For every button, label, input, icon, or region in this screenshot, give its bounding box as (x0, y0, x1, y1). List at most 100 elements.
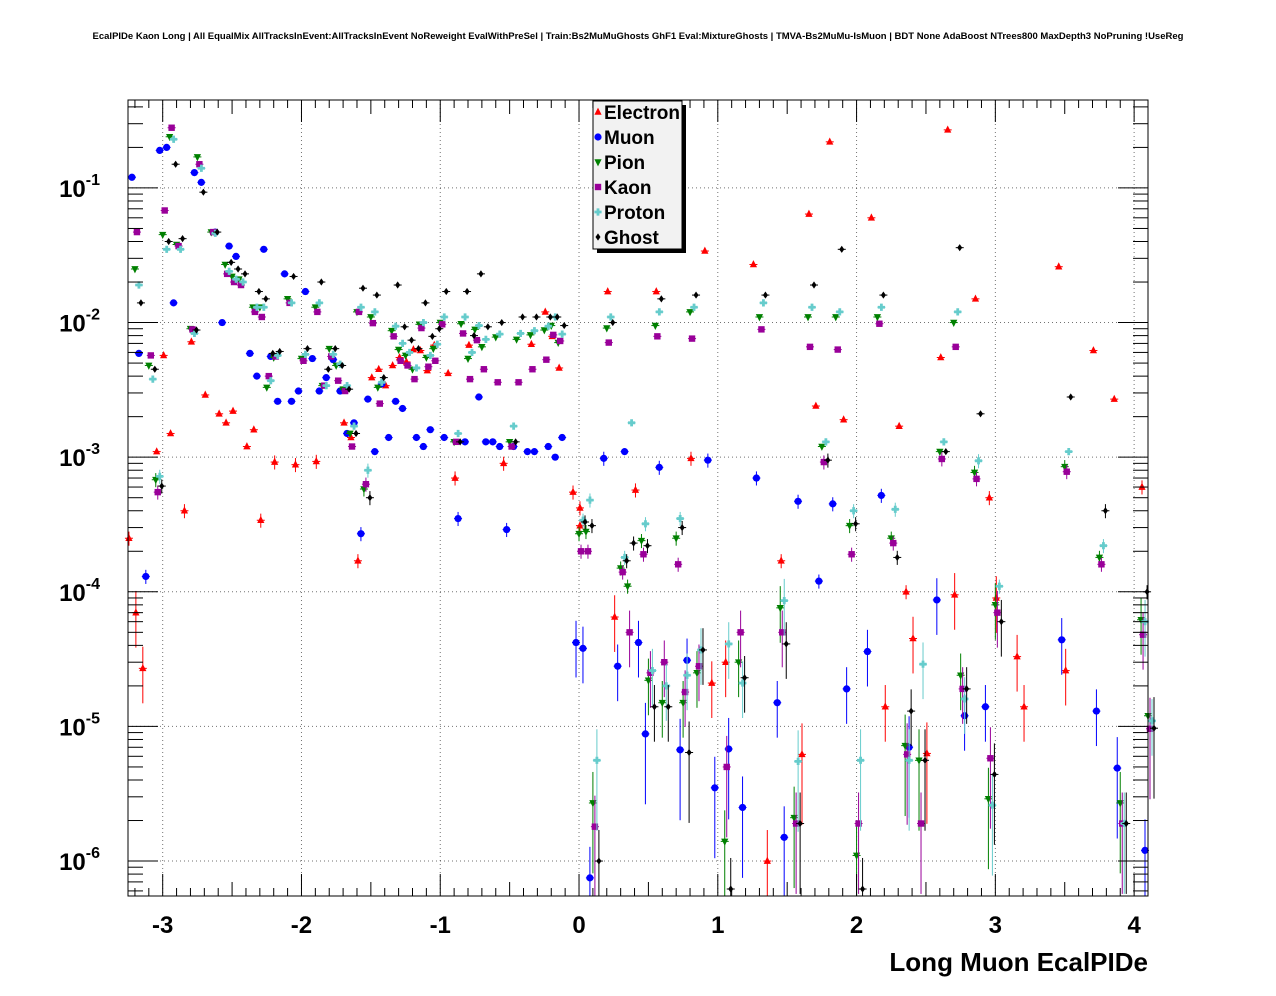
data-point (1065, 448, 1073, 456)
data-point (480, 366, 488, 373)
data-point (1098, 561, 1105, 568)
data-point (156, 146, 164, 155)
data-point (600, 454, 608, 462)
data-point (265, 372, 272, 380)
data-point (149, 375, 157, 383)
data-point (832, 314, 840, 322)
data-point (627, 419, 636, 427)
data-point (454, 514, 462, 523)
data-point (805, 209, 813, 217)
data-point (917, 820, 925, 827)
data-point (933, 596, 941, 604)
data-point (496, 442, 504, 451)
data-point (142, 572, 150, 581)
data-point (334, 377, 342, 384)
data-point (163, 245, 171, 253)
data-point (873, 314, 881, 322)
data-point (840, 415, 848, 423)
data-point (654, 333, 661, 340)
data-point (260, 303, 268, 311)
data-point (228, 258, 234, 266)
data-point (908, 707, 914, 715)
data-point (159, 231, 167, 240)
data-point (737, 629, 744, 636)
data-point (611, 612, 619, 620)
data-point (340, 418, 348, 426)
data-point (623, 583, 632, 591)
x-tick-label: -3 (152, 912, 173, 939)
data-point (620, 448, 629, 456)
data-point (651, 703, 657, 711)
data-point (576, 503, 584, 511)
data-point (348, 443, 356, 450)
data-point (461, 438, 469, 446)
data-point (725, 745, 733, 753)
data-point (1102, 507, 1108, 515)
data-point (475, 393, 483, 401)
data-point (773, 699, 781, 707)
data-point (909, 634, 917, 642)
data-point (1055, 262, 1063, 270)
data-point (415, 345, 422, 353)
data-point (451, 473, 459, 481)
data-point (701, 246, 709, 254)
data-point (464, 355, 472, 363)
data-point (1095, 554, 1104, 562)
data-point (738, 803, 747, 812)
data-point (903, 751, 911, 758)
data-point (894, 553, 900, 562)
legend-marker-ghost (595, 233, 601, 241)
data-point (607, 313, 615, 321)
data-point (367, 494, 373, 502)
data-point (658, 699, 666, 708)
data-point (589, 522, 595, 530)
data-point (1020, 702, 1028, 710)
data-point (436, 325, 442, 333)
data-point (190, 329, 199, 338)
data-point (665, 703, 671, 711)
data-point (353, 429, 359, 438)
legend-marker-muon (594, 133, 602, 141)
data-point (1113, 764, 1121, 772)
data-point (368, 373, 376, 381)
data-point (1148, 717, 1156, 725)
data-point (280, 270, 289, 278)
data-point (197, 164, 205, 172)
data-point (357, 303, 365, 311)
data-point (257, 515, 265, 524)
data-point (444, 368, 452, 377)
legend-label-ghost: Ghost (604, 228, 660, 249)
data-point (626, 629, 633, 636)
data-point (661, 658, 668, 666)
data-point (853, 520, 859, 528)
data-point (513, 438, 519, 446)
data-point (589, 800, 597, 808)
data-point (690, 303, 698, 311)
data-point (402, 323, 408, 331)
data-point (890, 539, 897, 547)
data-point (957, 244, 963, 252)
data-point (426, 426, 434, 434)
data-point (1110, 394, 1118, 402)
data-point (237, 281, 245, 289)
legend-label-muon: Muon (604, 128, 655, 149)
data-point (503, 525, 511, 534)
data-point (196, 161, 203, 168)
data-point (482, 438, 490, 446)
data-point (166, 133, 174, 142)
data-point (605, 339, 612, 346)
data-point (510, 422, 518, 430)
data-point (804, 314, 812, 322)
data-point (631, 485, 640, 493)
data-point (688, 335, 696, 342)
data-point (1139, 631, 1147, 638)
data-point (161, 207, 168, 214)
data-point (1013, 652, 1021, 660)
legend-marker-electron (594, 107, 602, 115)
data-point (985, 493, 993, 501)
data-point (294, 387, 303, 395)
data-point (846, 522, 854, 531)
data-point (834, 346, 841, 353)
data-point (328, 353, 335, 360)
